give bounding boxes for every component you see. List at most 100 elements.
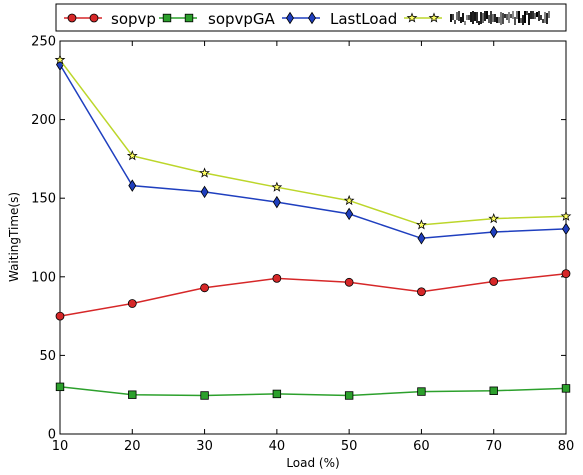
scribble-stroke	[486, 11, 488, 19]
data-point	[562, 222, 570, 236]
data-point	[200, 391, 209, 400]
data-point	[200, 185, 209, 199]
scribble-stroke	[540, 15, 542, 20]
series-line	[59, 59, 567, 226]
data-point	[128, 179, 137, 192]
scribble-stroke	[512, 11, 514, 19]
scribble-stroke	[478, 21, 480, 25]
scribble-stroke	[482, 13, 484, 23]
legend-entry	[404, 12, 442, 23]
legend-marker	[89, 13, 99, 23]
x-tick-label: 40	[269, 439, 286, 454]
series-unnamed	[54, 54, 572, 230]
scribble-stroke	[538, 11, 540, 21]
legend-label: sopvp	[111, 10, 156, 28]
scribble-stroke	[518, 11, 520, 23]
legend-marker	[308, 11, 316, 25]
data-point	[345, 207, 354, 221]
scribble-stroke	[470, 12, 472, 22]
scribble-stroke	[476, 12, 478, 23]
data-point	[55, 311, 65, 321]
legend-marker	[286, 11, 294, 25]
y-tick-label: 150	[31, 192, 56, 207]
x-tick-label: 20	[124, 439, 141, 454]
scribble-stroke	[500, 12, 502, 25]
x-tick-label: 80	[558, 439, 575, 454]
scribble-stroke	[530, 11, 532, 19]
scribble-stroke	[456, 12, 458, 20]
scribble-stroke	[516, 11, 518, 19]
legend-entry: LastLoad	[282, 10, 397, 28]
y-tick-label: 250	[31, 35, 56, 50]
data-point	[489, 277, 499, 286]
scribble-stroke	[514, 17, 516, 25]
data-point	[272, 195, 281, 209]
data-point	[271, 181, 283, 192]
data-point	[272, 389, 282, 399]
data-point	[561, 269, 571, 279]
data-point	[489, 386, 498, 395]
scribble-stroke	[464, 21, 466, 25]
scribble-stroke	[522, 15, 524, 25]
data-point	[417, 287, 426, 297]
x-tick-label: 60	[413, 439, 430, 454]
data-point	[489, 225, 498, 239]
data-point	[488, 213, 500, 224]
legend-label: LastLoad	[330, 10, 397, 28]
x-tick-label: 10	[52, 439, 69, 454]
data-point	[417, 387, 426, 396]
scribble-stroke	[546, 13, 548, 24]
data-point	[344, 391, 354, 400]
scribble-stroke	[460, 17, 462, 23]
legend-marker	[67, 13, 77, 23]
series-sopvpGA	[55, 382, 571, 400]
legend-marker	[184, 13, 194, 23]
scribble-stroke	[494, 14, 496, 22]
scribble-stroke	[508, 12, 510, 23]
scribble-stroke	[462, 13, 464, 22]
scribble-stroke	[474, 12, 476, 21]
data-point	[416, 219, 427, 230]
scribble-stroke	[548, 11, 550, 18]
scribble-stroke	[496, 17, 498, 23]
scribble-stroke	[492, 14, 494, 22]
data-point	[54, 54, 66, 65]
legend-marker	[162, 13, 172, 23]
x-tick-label: 50	[341, 439, 358, 454]
scribble-stroke	[498, 17, 500, 23]
scribble-stroke	[528, 13, 530, 25]
scribble-stroke	[536, 12, 538, 17]
scribble-stroke	[544, 12, 546, 23]
data-point	[272, 273, 282, 283]
y-tick-label: 50	[39, 349, 56, 364]
scribble-stroke	[452, 14, 454, 20]
scribble-stroke	[510, 14, 512, 18]
scribble-stroke	[484, 11, 486, 21]
scribble-stroke	[502, 13, 504, 24]
y-axis-label: WaitingTime(s)	[7, 192, 21, 282]
legend-entry: sopvp	[64, 10, 156, 28]
data-point	[344, 277, 354, 287]
y-tick-label: 0	[48, 428, 56, 443]
scribble-stroke	[468, 15, 470, 20]
scribble-stroke	[480, 12, 482, 24]
y-tick-label: 200	[31, 113, 56, 128]
data-point	[343, 194, 355, 206]
scribble-stroke	[472, 11, 474, 24]
y-tick-label: 100	[31, 270, 56, 285]
scribble-stroke	[534, 13, 536, 19]
legend-marker	[428, 12, 440, 23]
scribble-stroke	[506, 14, 508, 20]
legend-scribble-entry	[450, 11, 550, 25]
legend-entry: sopvpGA	[159, 10, 276, 28]
legend-marker	[406, 12, 418, 23]
data-point	[200, 283, 209, 293]
x-axis-label: Load (%)	[286, 456, 339, 470]
x-tick-label: 30	[196, 439, 213, 454]
scribble-stroke	[466, 15, 468, 20]
data-point	[126, 150, 138, 161]
series-line	[59, 386, 567, 397]
data-point	[561, 384, 571, 393]
data-point	[417, 232, 426, 245]
data-point	[199, 167, 210, 178]
